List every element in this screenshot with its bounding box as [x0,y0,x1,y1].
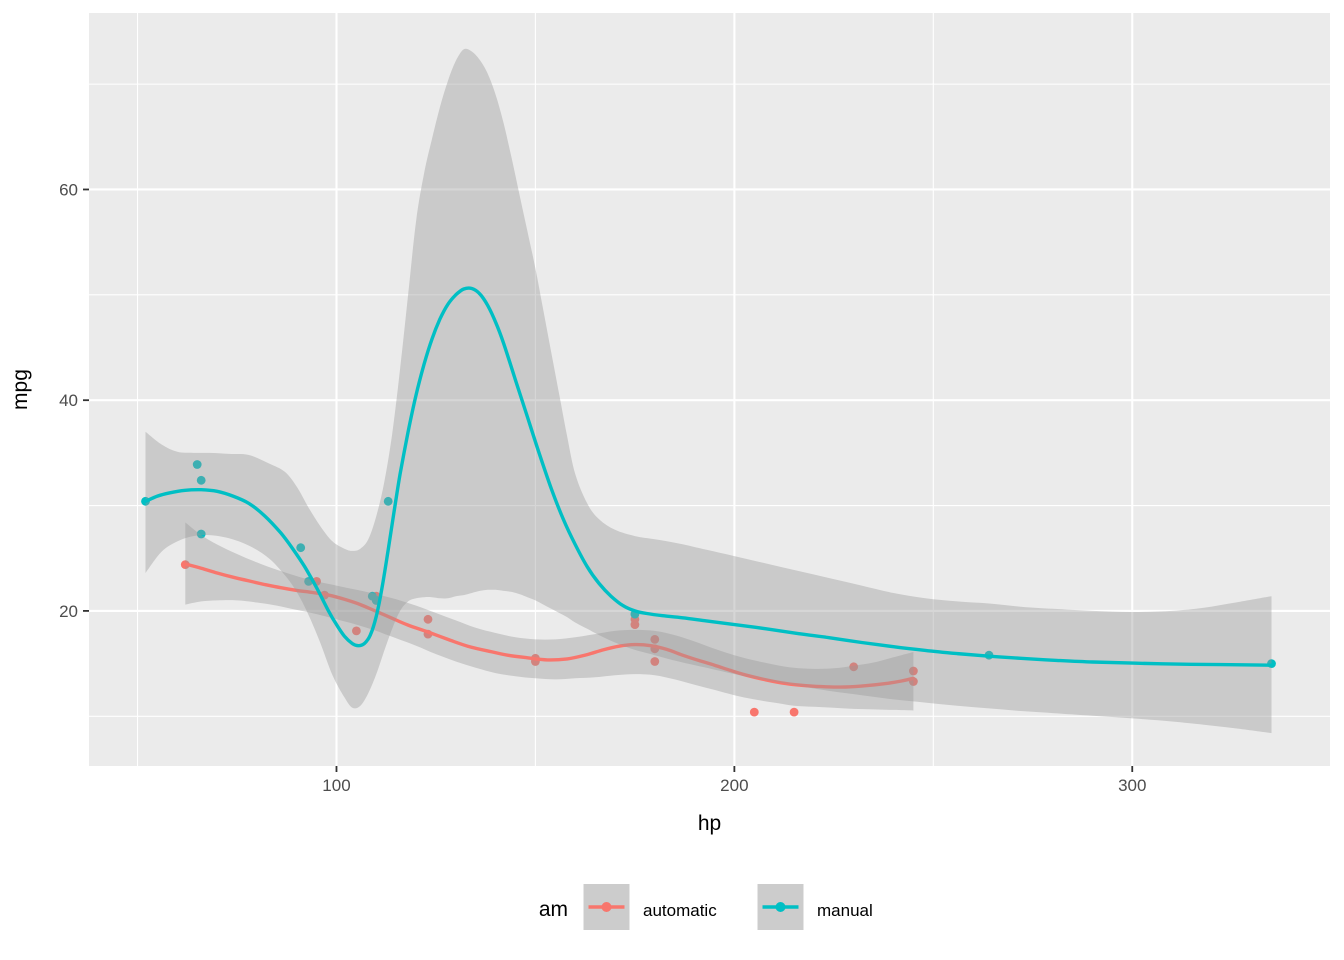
x-tick-label: 200 [720,776,748,795]
x-axis-title: hp [698,812,721,835]
axis-ticks [83,188,1134,772]
data-point-automatic [789,707,799,717]
smooth-line-manual [143,286,1274,667]
data-point-automatic [849,662,859,672]
y-tick-label: 20 [59,602,78,621]
data-layers [141,48,1276,734]
y-axis-title: mpg [9,369,32,410]
data-point-automatic [749,707,759,717]
panel-background [89,13,1330,766]
minor-gridlines [89,13,1330,766]
legend: am automatic manual [539,884,873,930]
data-point-automatic [909,666,918,676]
smooth-line-automatic [183,562,916,689]
data-point-manual [192,460,202,469]
data-point-manual [196,529,206,539]
data-point-manual [196,475,206,485]
x-tick-label: 300 [1118,776,1146,795]
data-point-automatic [650,657,660,666]
data-point-automatic [650,635,660,644]
data-point-manual [296,543,306,553]
legend-label-automatic: automatic [643,901,717,920]
points-automatic [180,560,918,717]
data-point-automatic [423,614,433,624]
legend-label-manual: manual [817,901,873,920]
y-tick-label: 40 [59,391,78,410]
confidence-ribbon-automatic [185,522,914,711]
legend-key-point-automatic [601,902,612,912]
major-gridlines [89,13,1330,766]
data-point-automatic [352,626,361,636]
confidence-ribbon-manual [145,48,1272,734]
data-point-manual [367,591,377,601]
data-point-manual [383,496,393,506]
legend-key-point-manual [775,902,786,912]
y-tick-label: 60 [59,180,78,199]
x-tick-label: 100 [322,776,350,795]
legend-title: am [539,898,568,921]
